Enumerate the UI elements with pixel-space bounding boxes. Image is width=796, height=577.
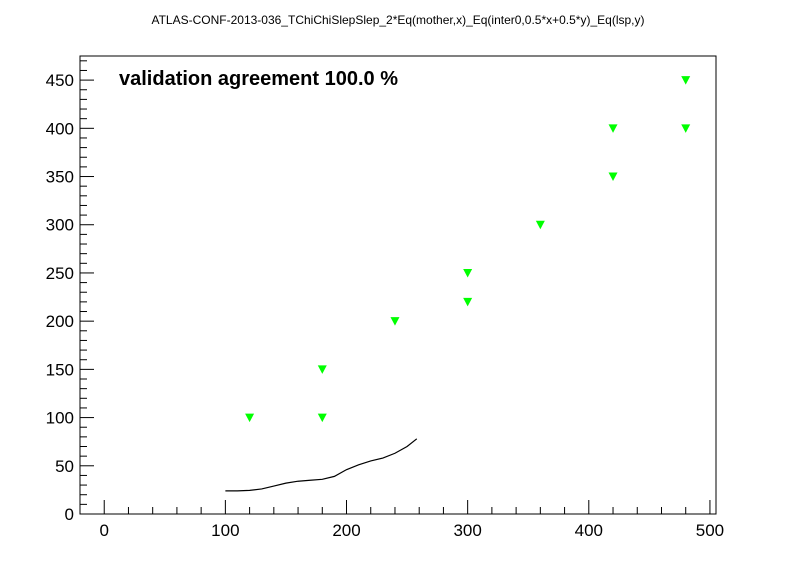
data-point (608, 124, 618, 133)
data-point (245, 413, 255, 423)
plot-frame (79, 55, 717, 515)
x-tick-label: 400 (575, 521, 603, 540)
data-point (608, 172, 618, 182)
x-tick-label: 0 (99, 521, 108, 540)
y-tick-label: 0 (65, 505, 74, 524)
data-point (317, 365, 327, 374)
data-point (681, 76, 691, 85)
y-tick-label: 100 (46, 409, 74, 428)
chart-title: ATLAS-CONF-2013-036_TChiChiSlepSlep_2*Eq… (151, 13, 644, 27)
validation-annotation: validation agreement 100.0 % (119, 68, 398, 90)
y-tick-label: 50 (55, 457, 74, 476)
y-tick-label: 200 (46, 312, 74, 331)
data-point (535, 220, 545, 230)
x-tick-label: 100 (211, 521, 239, 540)
y-tick-label: 250 (46, 264, 74, 283)
data-point (681, 124, 691, 133)
y-tick-label: 150 (46, 360, 74, 379)
x-tick-label: 200 (332, 521, 360, 540)
y-axis: 0 50 100 150 200 250 300 350 400 450 (46, 60, 94, 524)
data-points (245, 76, 691, 423)
x-axis: 0 100 200 300 400 500 (79, 500, 724, 540)
data-point (463, 297, 473, 307)
data-point (390, 317, 400, 326)
data-line (225, 438, 418, 492)
y-tick-label: 450 (46, 71, 74, 90)
y-tick-label: 350 (46, 168, 74, 187)
x-tick-label: 500 (696, 521, 724, 540)
y-tick-label: 400 (46, 119, 74, 138)
x-tick-label: 300 (453, 521, 481, 540)
data-point (463, 268, 473, 278)
data-point (317, 413, 327, 423)
y-tick-label: 300 (46, 216, 74, 235)
